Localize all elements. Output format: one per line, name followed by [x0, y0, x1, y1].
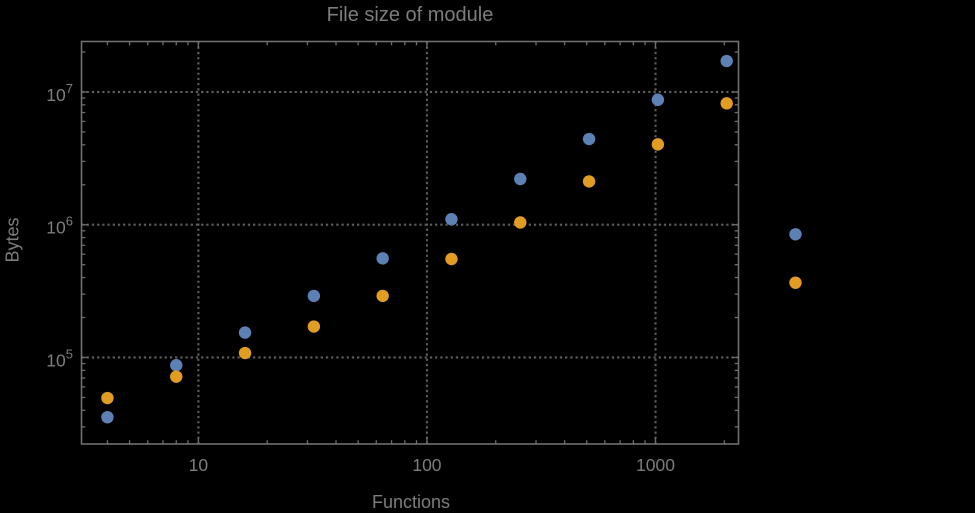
plot-frame — [80, 40, 740, 445]
data-point-series-1-blue — [651, 93, 665, 106]
data-point-series-1-blue — [789, 228, 802, 241]
data-point-series-1-blue — [376, 252, 389, 265]
data-point-series-1-blue — [170, 359, 183, 372]
y-tick-label: 107 — [46, 81, 73, 105]
x-tick-label: 1000 — [636, 455, 675, 475]
y-tick-label: 105 — [46, 346, 73, 370]
data-point-series-2-orange — [582, 175, 596, 188]
data-point-series-2-orange — [651, 138, 665, 151]
data-point-series-1-blue — [238, 326, 252, 339]
x-axis-label: Functions — [371, 492, 451, 512]
chart-title: File size of module — [326, 4, 494, 26]
data-point-series-2-orange — [789, 276, 802, 289]
data-point-series-1-blue — [582, 132, 596, 146]
x-tick-label: 10 — [189, 455, 209, 475]
data-point-series-1-blue — [101, 410, 114, 424]
data-point-series-1-blue — [445, 213, 458, 226]
data-point-series-2-orange — [445, 252, 458, 266]
data-point-series-2-orange — [514, 216, 527, 229]
data-point-series-1-blue — [307, 289, 321, 303]
data-point-series-1-blue — [514, 172, 527, 186]
data-point-series-2-orange — [101, 391, 114, 405]
data-point-series-1-blue — [720, 54, 733, 68]
data-point-series-2-orange — [720, 97, 733, 110]
data-point-series-2-orange — [238, 346, 252, 360]
y-tick-label: 106 — [46, 214, 73, 238]
data-point-series-2-orange — [170, 370, 183, 383]
data-point-series-2-orange — [307, 320, 321, 333]
y-axis-label: Bytes — [2, 217, 23, 263]
x-tick-label: 100 — [412, 455, 441, 475]
data-point-series-2-orange — [376, 289, 389, 303]
